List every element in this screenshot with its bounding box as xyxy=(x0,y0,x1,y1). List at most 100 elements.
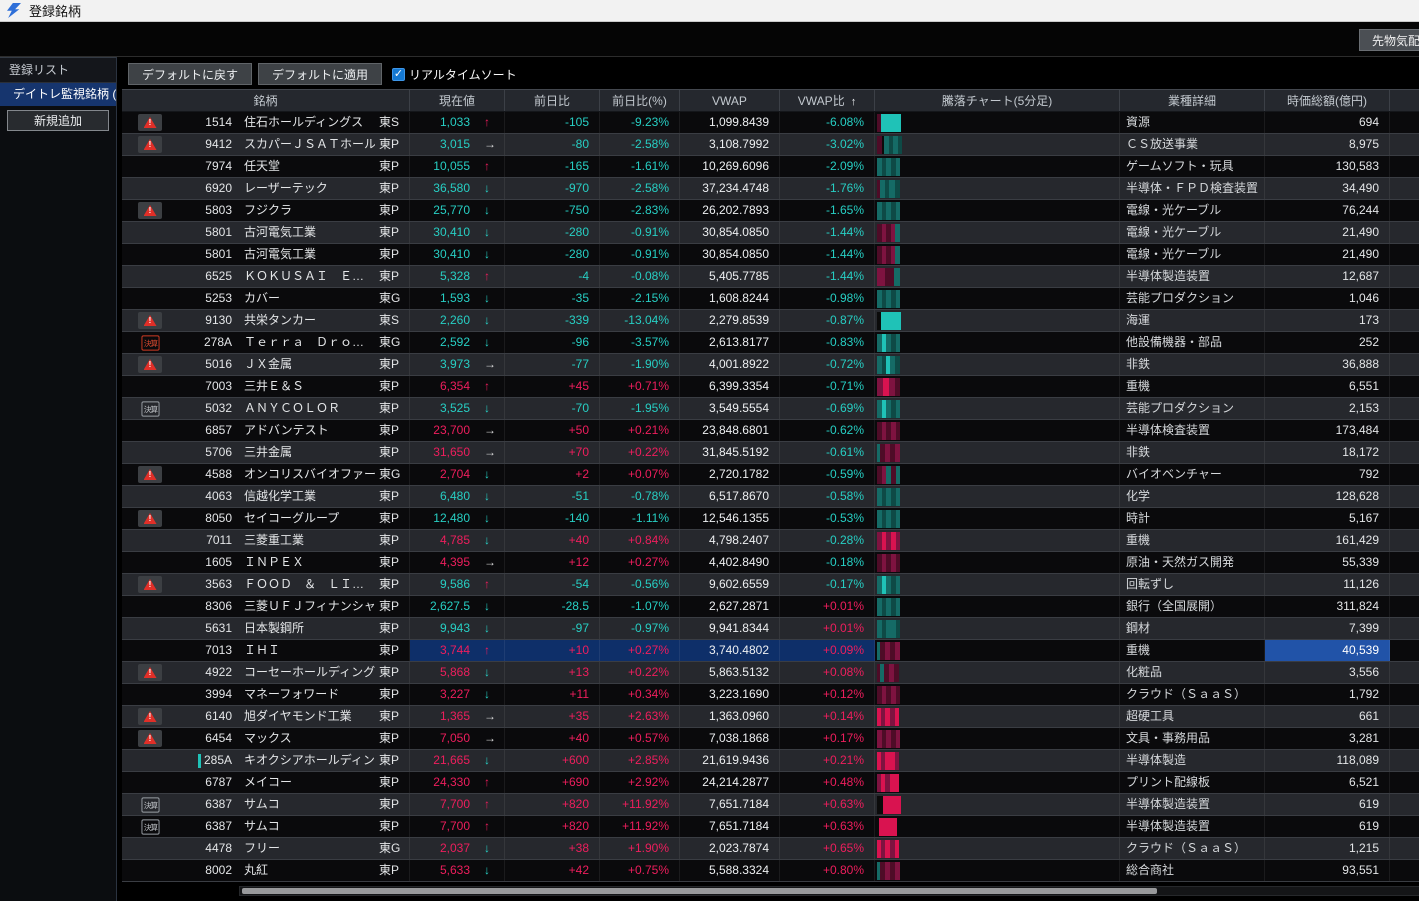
vwap: 3,549.5554 xyxy=(680,398,780,419)
change-pct: +0.75% xyxy=(600,860,680,881)
stock-row[interactable]: 5801 古河電気工業 東P 30,410 ↓ -280 -0.91% 30,854.0850… xyxy=(122,244,1419,266)
market-cap: 694 xyxy=(1265,112,1390,133)
stock-table: 銘柄 現在値 前日比 前日比(%) VWAP VWAP比 ↑ 騰落チャート(5分足… xyxy=(122,89,1419,882)
apply-default-button[interactable]: デフォルトに適用 xyxy=(258,63,383,85)
stock-row[interactable]: 285A キオクシアホールディングス東P 21,665 ↓+600+2.85%21,6… xyxy=(122,750,1419,772)
market-cap: 76,244 xyxy=(1265,200,1390,221)
stock-row[interactable]: 7974 任天堂 東P 10,055 ↑ -165 -1.61% 10,269.6096 -2.… xyxy=(122,156,1419,178)
change: +35 xyxy=(505,706,600,727)
vwap-ratio: +0.63% xyxy=(780,794,875,815)
header-stock[interactable]: 銘柄 xyxy=(122,90,410,111)
tick-arrow-icon: ↓ xyxy=(480,750,505,771)
change: -77 xyxy=(505,354,600,375)
mini-chart xyxy=(875,816,1120,837)
stock-row[interactable]: ! 6454 マックス 東P 7,050 → +40 +0.57% 7,038.1868 +0.1… xyxy=(122,728,1419,750)
tick-arrow-icon: ↓ xyxy=(480,222,505,243)
price: 3,525 xyxy=(439,401,470,415)
stock-row[interactable]: 4478 フリー 東G 2,037 ↓ +38 +1.90% 2,023.7874 +0.65%… xyxy=(122,838,1419,860)
stock-row[interactable]: 決算 278A Ｔｅｒｒａ Ｄｒｏ… 東G 2,592 ↓ -96 -3.57% 2,613.8… xyxy=(122,332,1419,354)
stock-row[interactable]: ! 5016 ＪＸ金属 東P 3,973 → -77 -1.90% 4,001.8922 -0.7… xyxy=(122,354,1419,376)
market-cap: 18,172 xyxy=(1265,442,1390,463)
market-cap: 5,167 xyxy=(1265,508,1390,529)
stock-row[interactable]: ! 9412 スカパーＪＳＡＴホール… 東P 3,015 → -80 -2.58% 3,108.… xyxy=(122,134,1419,156)
tick-arrow-icon: ↑ xyxy=(480,640,505,661)
industry: 化粧品 xyxy=(1120,662,1265,683)
stock-row[interactable]: 7013 ＩＨＩ 東P 3,744 ↑ +10 +0.27% 3,740.4802 +0.09%… xyxy=(122,640,1419,662)
row-spacer xyxy=(1390,266,1419,287)
header-market-cap[interactable]: 時価総額(億円) xyxy=(1265,90,1390,111)
realtime-sort-checkbox-icon[interactable]: ✓ xyxy=(392,67,406,81)
stock-row[interactable]: ! 8050 セイコーグループ 東P 12,480 ↓ -140 -1.11% 12,546.1… xyxy=(122,508,1419,530)
stock-row[interactable]: 5801 古河電気工業 東P 30,410 ↓ -280 -0.91% 30,854.0850… xyxy=(122,222,1419,244)
industry: 重機 xyxy=(1120,530,1265,551)
stock-row[interactable]: 4063 信越化学工業 東P 6,480 ↓ -51 -0.78% 6,517.8670 -0.… xyxy=(122,486,1419,508)
price: 6,480 xyxy=(439,489,470,503)
mini-chart xyxy=(875,200,1120,221)
vwap: 2,627.2871 xyxy=(680,596,780,617)
industry: 半導体製造 xyxy=(1120,750,1265,771)
stock-row[interactable]: 6787 メイコー 東P 24,330 ↑ +690 +2.92% 24,214.2877 +0… xyxy=(122,772,1419,794)
change-pct: +11.92% xyxy=(600,816,680,837)
tick-arrow-icon: ↓ xyxy=(480,398,505,419)
stock-name: 共栄タンカー xyxy=(244,313,317,327)
stock-row[interactable]: 8002 丸紅 東P 5,633 ↓ +42 +0.75% 5,588.3324 +0.80% 総… xyxy=(122,860,1419,882)
stock-code: 9412 xyxy=(205,137,232,151)
horizontal-scrollbar-thumb[interactable] xyxy=(242,888,1157,894)
mini-chart xyxy=(875,706,1120,727)
header-change[interactable]: 前日比 xyxy=(505,90,600,111)
stock-name: フジクラ xyxy=(244,203,293,217)
stock-row[interactable]: 3994 マネーフォワード 東P 3,227 ↓ +11 +0.34% 3,223.1690 +… xyxy=(122,684,1419,706)
header-chart[interactable]: 騰落チャート(5分足) xyxy=(875,90,1120,111)
stock-row[interactable]: 5706 三井金属 東P 31,650 → +70 +0.22% 31,845.5192 -0.… xyxy=(122,442,1419,464)
mini-chart xyxy=(875,728,1120,749)
row-spacer xyxy=(1390,728,1419,749)
stock-row[interactable]: ! 1514 住石ホールディングス 東S 1,033 ↑ -105 -9.23% 1,099.8… xyxy=(122,112,1419,134)
change: -970 xyxy=(505,178,600,199)
earnings-badge: 決算 xyxy=(140,334,160,351)
stock-row[interactable]: 6525 ＫＯＫＵＳＡＩ Ｅ… 東P 5,328 ↑ -4 -0.08% 5,405.7785… xyxy=(122,266,1419,288)
stock-row[interactable]: ! 9130 共栄タンカー 東S 2,260 ↓ -339 -13.04% 2,279.8539… xyxy=(122,310,1419,332)
row-spacer xyxy=(1390,596,1419,617)
header-industry[interactable]: 業種詳細 xyxy=(1120,90,1265,111)
stock-row[interactable]: ! 4922 コーセーホールディングス 東P 5,868 ↓ +13 +0.22% 5,863.… xyxy=(122,662,1419,684)
stock-row[interactable]: 7011 三菱重工業 東P 4,785 ↓ +40 +0.84% 4,798.2407 -0.2… xyxy=(122,530,1419,552)
stock-row[interactable]: 決算 6387 サムコ 東P 7,700 ↑ +820 +11.92% 7,651.7184 +0… xyxy=(122,794,1419,816)
realtime-sort-toggle[interactable]: ✓ リアルタイムソート xyxy=(392,66,517,83)
header-vwap-ratio[interactable]: VWAP比 ↑ xyxy=(780,90,875,111)
header-change-pct[interactable]: 前日比(%) xyxy=(600,90,680,111)
header-vwap[interactable]: VWAP xyxy=(680,90,780,111)
horizontal-scrollbar[interactable] xyxy=(239,886,1419,896)
market-badge: 東P xyxy=(375,222,410,243)
stock-row[interactable]: ! 3563 ＦＯＯＤ ＆ ＬＩ… 東P 9,586 ↑ -54 -0.56% 9,602.65… xyxy=(122,574,1419,596)
vwap: 24,214.2877 xyxy=(680,772,780,793)
price: 2,704 xyxy=(439,467,470,481)
futures-quote-button[interactable]: 先物気配 xyxy=(1358,29,1419,51)
market-cap: 173 xyxy=(1265,310,1390,331)
vwap: 1,363.0960 xyxy=(680,706,780,727)
mini-chart xyxy=(875,266,1120,287)
stock-row[interactable]: 5253 カバー 東G 1,593 ↓ -35 -2.15% 1,608.8244 -0.98%… xyxy=(122,288,1419,310)
stock-row[interactable]: ! 4588 オンコリスバイオファーマ 東G 2,704 ↓ +2 +0.07% 2,720.1… xyxy=(122,464,1419,486)
stock-row[interactable]: ! 5803 フジクラ 東P 25,770 ↓ -750 -2.83% 26,202.7893-… xyxy=(122,200,1419,222)
header-price[interactable]: 現在値 xyxy=(410,90,505,111)
add-list-button[interactable]: 新規追加 xyxy=(7,110,109,131)
tick-arrow-icon: → xyxy=(480,420,505,441)
stock-row[interactable]: 1605 ＩＮＰＥＸ 東P 4,395 → +12 +0.27% 4,402.8490 -0.1… xyxy=(122,552,1419,574)
stock-row[interactable]: ! 6140 旭ダイヤモンド工業 東P 1,365 → +35 +2.63% 1,363.096… xyxy=(122,706,1419,728)
stock-row[interactable]: 8306 三菱ＵＦＪフィナンシャ… 東P 2,627.5 ↓ -28.5 -1.07% 2,6… xyxy=(122,596,1419,618)
watchlist-item-selected[interactable]: デイトレ監視銘柄 (3 xyxy=(0,83,116,106)
vwap-ratio: -0.69% xyxy=(780,398,875,419)
reset-default-button[interactable]: デフォルトに戻す xyxy=(128,63,253,85)
row-spacer xyxy=(1390,332,1419,353)
stock-row[interactable]: 決算 5032 ＡＮＹＣＯＬＯＲ 東P 3,525 ↓ -70 -1.95% 3,549.555… xyxy=(122,398,1419,420)
stock-row[interactable]: 5631 日本製鋼所 東P 9,943 ↓ -97 -0.97% 9,941.8344 +0.0… xyxy=(122,618,1419,640)
market-cap: 619 xyxy=(1265,816,1390,837)
stock-row[interactable]: 7003 三井Ｅ＆Ｓ 東P 6,354 ↑ +45 +0.71% 6,399.3354 -0.7… xyxy=(122,376,1419,398)
stock-row[interactable]: 決算 6387 サムコ 東P 7,700 ↑ +820 +11.92% 7,651.7184 +0… xyxy=(122,816,1419,838)
stock-row[interactable]: 6920 レーザーテック 東P 36,580 ↓ -970 -2.58% 37,234.474… xyxy=(122,178,1419,200)
header-spacer xyxy=(1390,90,1419,111)
mini-chart xyxy=(875,244,1120,265)
stock-code: 6857 xyxy=(205,423,232,437)
stock-row[interactable]: 6857 アドバンテスト 東P 23,700 → +50 +0.21% 23,848.6801… xyxy=(122,420,1419,442)
market-badge: 東P xyxy=(375,200,410,221)
